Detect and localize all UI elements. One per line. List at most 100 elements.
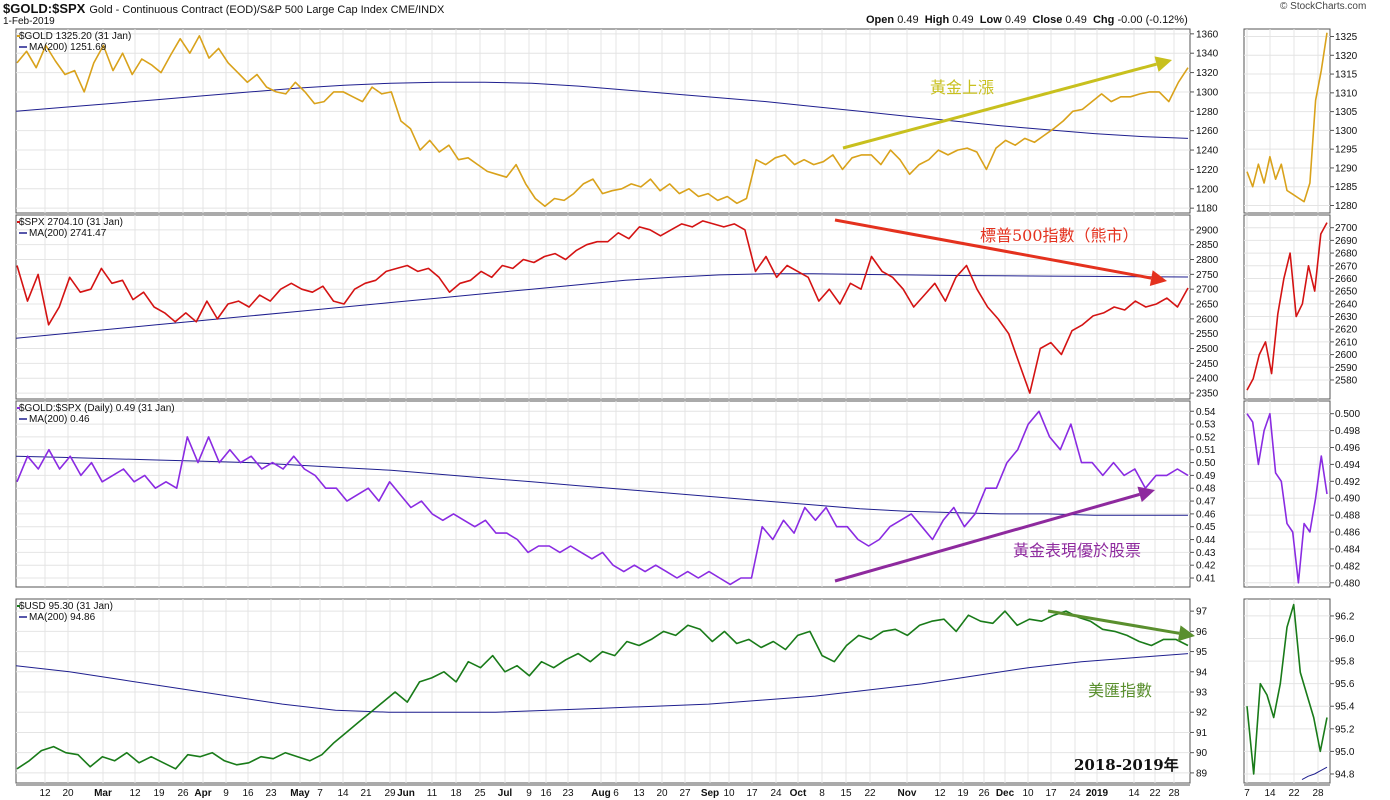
- legend-entry-usd-ma: MA(200) 94.86: [29, 612, 96, 623]
- inset-frame: [1243, 214, 1331, 400]
- x-tick-label: 12: [934, 788, 946, 799]
- inset-y-tick-label: 0.494: [1335, 460, 1360, 471]
- inset-y-tick-label: 95.6: [1335, 679, 1355, 690]
- x-tick-label: 21: [360, 788, 372, 799]
- x-tick-label: 23: [265, 788, 277, 799]
- y-tick-label: 2900: [1196, 225, 1219, 236]
- inset-y-tick-label: 0.496: [1335, 443, 1360, 454]
- x-tick-label: 7: [317, 788, 323, 799]
- inset-y-tick-label: 0.500: [1335, 409, 1360, 420]
- y-tick-label: 94: [1196, 667, 1208, 678]
- x-tick-label: 11: [427, 788, 438, 799]
- inset-y-tick-label: 95.0: [1335, 747, 1355, 758]
- legend-entry-spx-ma: MA(200) 2741.47: [29, 228, 107, 239]
- x-tick-label: 2019: [1086, 788, 1109, 799]
- inset-y-tick-label: 2640: [1335, 299, 1358, 310]
- x-tick-label: 29: [384, 788, 396, 799]
- inset-y-tick-label: 0.480: [1335, 578, 1360, 589]
- y-tick-label: 2350: [1196, 389, 1219, 400]
- inset-price-line-ratio: [1246, 412, 1328, 584]
- inset-y-tick-label: 2600: [1335, 350, 1358, 361]
- chart-date: 1-Feb-2019: [3, 16, 55, 27]
- y-tick-label: 2700: [1196, 285, 1219, 296]
- x-tick-label: 12: [129, 788, 141, 799]
- price-line-usd: [16, 610, 1189, 770]
- ma200-line-gold: [16, 81, 1189, 139]
- x-tick-label: 28: [1168, 788, 1180, 799]
- x-tick-label: 17: [746, 788, 758, 799]
- y-tick-label: 2550: [1196, 329, 1219, 340]
- inset-x-tick-label: 22: [1288, 788, 1300, 799]
- y-tick-label: 0.42: [1196, 561, 1216, 572]
- legend-entry-gold-ma: MA(200) 1251.69: [29, 42, 107, 53]
- inset-x-tick-label: 28: [1312, 788, 1324, 799]
- inset-y-tick-label: 1295: [1335, 145, 1358, 156]
- inset-y-tick-label: 1310: [1335, 88, 1358, 99]
- inset-y-tick-label: 2690: [1335, 236, 1358, 247]
- panel-frame: [15, 400, 1191, 588]
- y-tick-label: 0.49: [1196, 471, 1216, 482]
- ohlc-readout: Open 0.49 High 0.49 Low 0.49 Close 0.49 …: [866, 14, 1188, 26]
- inset-x-tick-label: 7: [1244, 788, 1250, 799]
- x-tick-label: Sep: [701, 788, 719, 799]
- annotation-arrow-usd: [1047, 609, 1195, 642]
- chart-symbol: $GOLD:$SPX Gold - Continuous Contract (EO…: [3, 1, 445, 16]
- x-tick-label: 22: [864, 788, 876, 799]
- x-tick-label: 12: [39, 788, 51, 799]
- inset-price-line-usd: [1246, 603, 1328, 775]
- y-tick-label: 0.43: [1196, 548, 1216, 559]
- inset-y-tick-label: 2680: [1335, 249, 1358, 260]
- inset-y-tick-label: 2670: [1335, 261, 1358, 272]
- annotation-arrow-gold-head: [1154, 56, 1172, 72]
- x-tick-label: 13: [633, 788, 645, 799]
- legend-swatch: [17, 407, 20, 409]
- y-tick-label: 91: [1196, 728, 1208, 739]
- y-tick-label: 96: [1196, 627, 1208, 638]
- inset-y-tick-label: 0.498: [1335, 426, 1360, 437]
- annotation-arrow-ratio: [834, 486, 1155, 583]
- panel-gold: 1180 1200 1220 1240 1260 1280 1300 1320 1340 1360…: [15, 28, 1358, 215]
- inset-y-tick-label: 0.484: [1335, 544, 1360, 555]
- y-tick-label: 2850: [1196, 240, 1219, 251]
- y-tick-label: 1360: [1196, 29, 1219, 40]
- x-tick-label: 6: [613, 788, 619, 799]
- y-tick-label: 2600: [1196, 314, 1219, 325]
- y-tick-label: 1260: [1196, 126, 1219, 137]
- x-tick-label: 25: [474, 788, 486, 799]
- x-tick-label: 19: [153, 788, 165, 799]
- y-tick-label: 1340: [1196, 49, 1219, 60]
- annotation-arrow-usd-head: [1177, 625, 1195, 642]
- y-tick-label: 0.52: [1196, 432, 1216, 443]
- y-tick-label: 1300: [1196, 87, 1219, 98]
- chart-header: $GOLD:$SPX Gold - Continuous Contract (EO…: [0, 0, 1390, 28]
- inset-y-tick-label: 95.4: [1335, 702, 1355, 713]
- annotation-text-spx: 標普500指數（熊市）: [980, 226, 1139, 245]
- x-tick-label: Mar: [94, 788, 112, 799]
- annotation-arrow-spx-head: [1149, 270, 1167, 286]
- y-tick-label: 93: [1196, 688, 1208, 699]
- annotation-text-ratio: 黃金表現優於股票: [1013, 541, 1141, 560]
- x-tick-label: 18: [450, 788, 462, 799]
- inset-y-tick-label: 1325: [1335, 32, 1358, 43]
- x-tick-label: 20: [656, 788, 668, 799]
- x-tick-label: 16: [242, 788, 254, 799]
- legend-entry-usd-price: $USD 95.30 (31 Jan): [19, 601, 113, 612]
- inset-y-tick-label: 2620: [1335, 325, 1358, 336]
- annotation-arrow-usd-shaft: [1047, 609, 1180, 635]
- x-tick-label: 23: [562, 788, 574, 799]
- inset-ma200-line-usd: [1301, 766, 1328, 781]
- inset-y-tick-label: 1290: [1335, 163, 1358, 174]
- x-tick-label: Jun: [397, 788, 415, 799]
- x-tick-label: Oct: [790, 788, 807, 799]
- annotation-text-usd: 美匯指數: [1088, 681, 1152, 700]
- inset-y-tick-label: 95.8: [1335, 657, 1355, 668]
- y-tick-label: 1200: [1196, 184, 1219, 195]
- y-tick-label: 1280: [1196, 107, 1219, 118]
- x-tick-label: 17: [1045, 788, 1057, 799]
- inset-y-tick-label: 1300: [1335, 126, 1358, 137]
- panel-spx: 2350 2400 2450 2500 2550 2600 2650 2700 2750 2800…: [15, 214, 1358, 400]
- x-tick-label: 9: [526, 788, 532, 799]
- panel-frame: [15, 28, 1191, 214]
- y-tick-label: 0.51: [1196, 445, 1216, 456]
- y-tick-label: 0.48: [1196, 484, 1216, 495]
